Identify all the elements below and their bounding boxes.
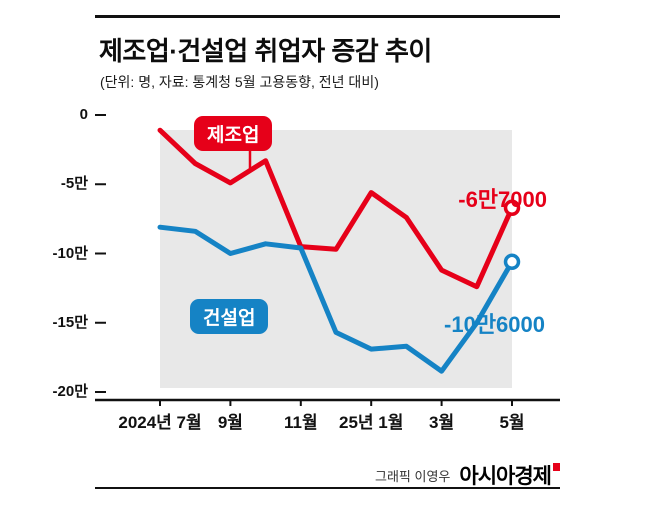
credits: 그래픽 이영우 아시아경제 (95, 460, 560, 490)
value-label-construction: -10만6000 (444, 312, 545, 337)
series-label-manufacturing: 제조업 (194, 116, 273, 151)
brand-flag-icon (553, 463, 560, 471)
manufacturing-line (157, 127, 515, 290)
plot-band (160, 130, 512, 388)
series-label-construction: 건설업 (190, 299, 269, 334)
construction-line (157, 224, 515, 374)
chart-title: 제조업·건설업 취업자 증감 추이 (99, 36, 432, 66)
brand-logo: 아시아경제 (459, 465, 552, 488)
credit-text: 그래픽 이영우 (375, 469, 451, 484)
top-rule (95, 15, 560, 18)
bottom-rule (95, 487, 560, 489)
end-marker-construction (503, 253, 521, 271)
end-marker-manufacturing (503, 199, 521, 217)
value-label-manufacturing: -6만7000 (458, 187, 547, 212)
chart-subtitle: (단위: 명, 자료: 통계청 5월 고용동향, 전년 대비) (100, 74, 379, 90)
